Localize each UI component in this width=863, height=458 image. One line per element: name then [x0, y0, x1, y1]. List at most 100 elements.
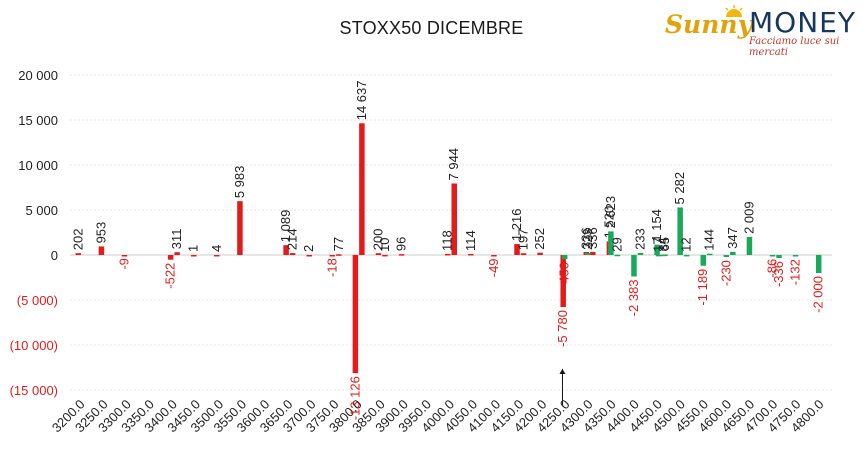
- data-label: -522: [163, 263, 178, 289]
- data-label: 2 623: [603, 196, 618, 229]
- data-label: 197: [516, 229, 531, 251]
- bar: [352, 255, 359, 374]
- bar: [491, 255, 497, 257]
- data-label: -2 000: [811, 276, 826, 313]
- data-label: -336: [771, 261, 786, 287]
- bar: [631, 255, 637, 277]
- bar: [590, 251, 596, 255]
- bar: [174, 252, 180, 255]
- bar: [167, 255, 174, 260]
- data-label: 200: [370, 228, 385, 250]
- logo-money-text: MONEY: [749, 6, 856, 39]
- bar: [375, 253, 382, 255]
- bar: [191, 254, 197, 257]
- data-label: 1: [186, 245, 201, 252]
- logo-tagline: Facciamo luce sui mercati: [749, 36, 840, 58]
- data-label: 5 282: [672, 172, 687, 205]
- bar: [677, 207, 683, 255]
- sun-icon: [725, 5, 743, 17]
- data-label: 2 009: [741, 201, 756, 234]
- data-label: 77: [331, 237, 346, 251]
- y-tick-label: 15 000: [18, 113, 58, 128]
- y-tick-label: 5 000: [25, 203, 58, 218]
- bar: [75, 253, 82, 255]
- data-label: -86: [765, 259, 780, 278]
- data-label: -132: [788, 259, 803, 285]
- bar: [98, 246, 105, 255]
- bar: [746, 236, 753, 255]
- y-tick-label: (10 000): [10, 338, 58, 353]
- data-label: 214: [285, 228, 300, 250]
- data-label: 12: [679, 237, 694, 251]
- bar: [608, 231, 614, 255]
- bar: [585, 252, 591, 255]
- data-label: 14 637: [354, 81, 369, 121]
- bar: [537, 252, 543, 255]
- bar: [614, 254, 621, 257]
- data-label: -230: [718, 260, 733, 286]
- data-label: -1 189: [695, 269, 710, 306]
- data-label: 202: [70, 228, 85, 250]
- data-label: -9: [116, 258, 131, 270]
- bar: [382, 254, 388, 257]
- data-label: 17: [651, 237, 666, 251]
- data-label: 4: [209, 245, 224, 252]
- data-label: 118: [440, 230, 455, 251]
- bar: [683, 254, 690, 257]
- bar: [730, 251, 736, 255]
- data-label: -13 126: [347, 376, 362, 420]
- bar: [776, 255, 782, 259]
- bar: [707, 253, 713, 256]
- data-label: 34: [656, 237, 671, 251]
- bar: [815, 255, 822, 273]
- data-label: 7 944: [446, 148, 461, 181]
- data-label: 233: [632, 228, 647, 250]
- data-label: 1 154: [649, 209, 664, 242]
- bar: [662, 254, 668, 256]
- bar: [654, 244, 660, 255]
- y-tick-label: 10 000: [18, 158, 58, 173]
- bar: [336, 254, 342, 256]
- bar: [560, 255, 566, 308]
- bar: [283, 245, 289, 255]
- y-tick-label: 0: [51, 248, 58, 263]
- data-label: 223: [580, 228, 595, 250]
- bar: [451, 183, 457, 255]
- data-label: -2 383: [626, 279, 641, 316]
- bar: [329, 255, 336, 257]
- data-label: 144: [702, 229, 717, 251]
- bar: [214, 254, 220, 257]
- bar: [306, 254, 312, 257]
- data-label: 336: [578, 227, 593, 249]
- data-label: -5 780: [555, 310, 570, 347]
- y-tick-label: 20 000: [18, 68, 58, 83]
- data-label: 252: [532, 228, 547, 250]
- data-label: -18: [324, 258, 339, 277]
- bar: [514, 244, 520, 255]
- data-label: 336: [585, 227, 600, 249]
- bar: [445, 253, 451, 256]
- data-label: 1 089: [278, 210, 293, 243]
- data-label: 1 520: [601, 206, 616, 239]
- data-label: 5 983: [232, 166, 247, 199]
- y-tick-label: (5 000): [17, 293, 58, 308]
- bar: [520, 253, 527, 255]
- bar: [289, 253, 296, 255]
- bar: [468, 253, 474, 256]
- bar: [398, 254, 405, 256]
- bar: [792, 255, 799, 257]
- chart-title: STOXX50 DICEMBRE: [339, 18, 524, 38]
- bar: [637, 252, 644, 255]
- arrow-head: [559, 369, 566, 374]
- data-label: 10: [377, 237, 392, 251]
- data-label: 2: [301, 245, 316, 252]
- bar: [723, 255, 730, 258]
- logo-sunny-text: Sunny: [665, 10, 753, 39]
- bar: [561, 255, 568, 260]
- bar: [121, 255, 128, 257]
- data-label: 1 216: [509, 209, 524, 242]
- sunny-money-logo: Sunny MONEY Facciamo luce sui mercati: [663, 4, 863, 58]
- data-label: 953: [93, 222, 108, 244]
- y-tick-label: (15 000): [10, 383, 58, 398]
- bar: [769, 255, 776, 257]
